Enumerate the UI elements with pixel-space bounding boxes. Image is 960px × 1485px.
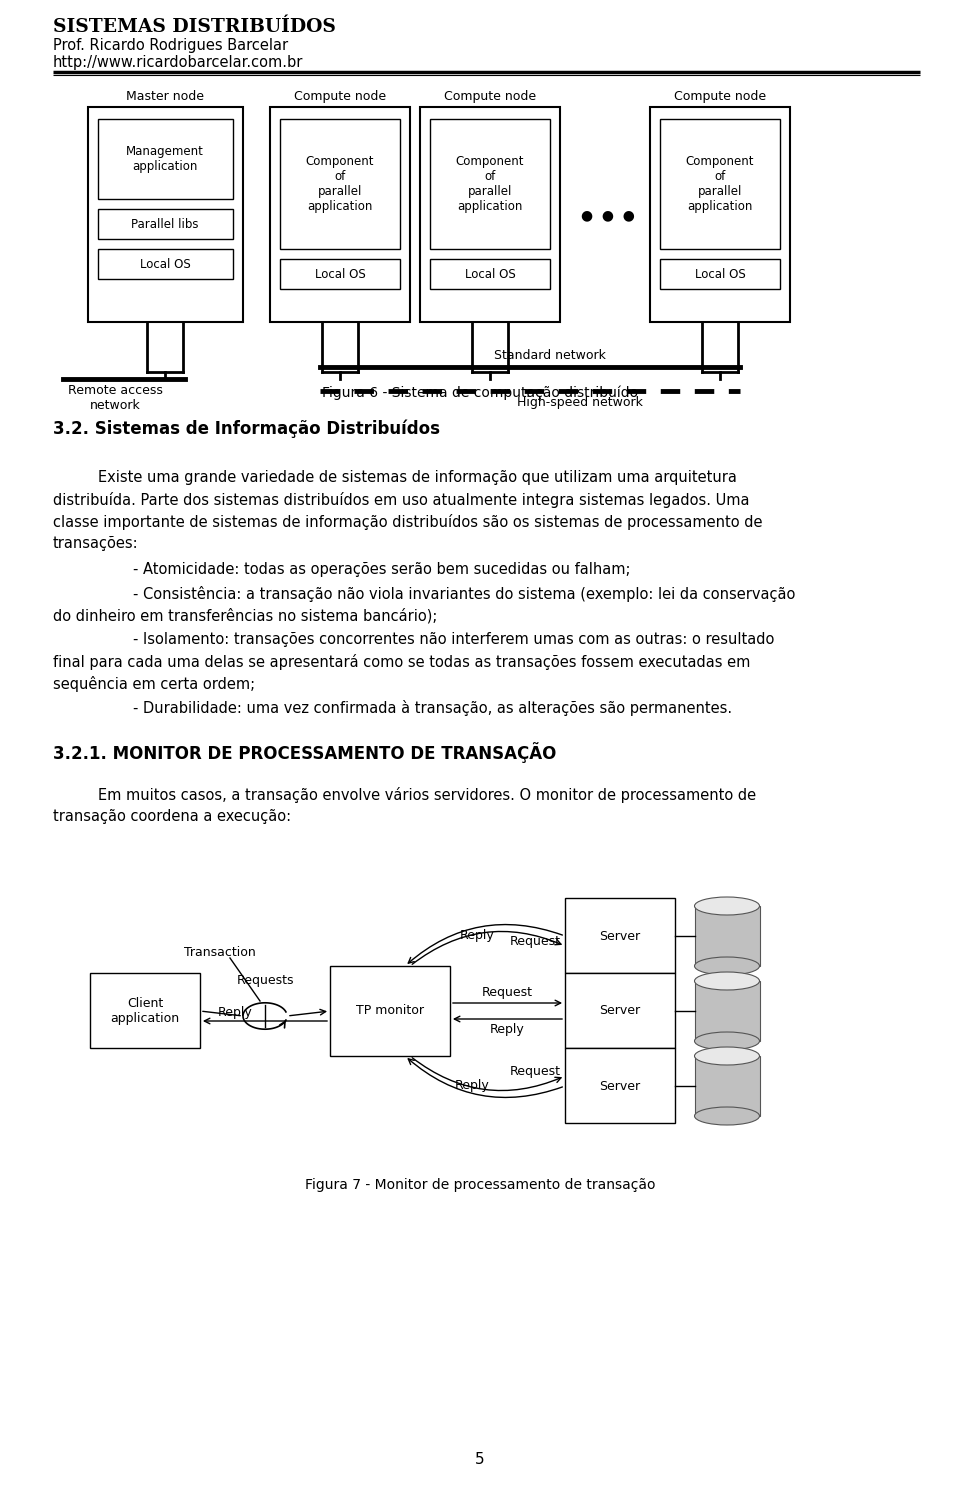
Text: - Durabilidade: uma vez confirmada à transação, as alterações são permanentes.: - Durabilidade: uma vez confirmada à tra…	[133, 699, 732, 716]
Bar	[695, 1056, 760, 1117]
Ellipse shape	[694, 1032, 759, 1050]
Text: SISTEMAS DISTRIBUÍDOS: SISTEMAS DISTRIBUÍDOS	[53, 18, 336, 36]
Ellipse shape	[694, 1106, 759, 1126]
Bar	[565, 973, 675, 1048]
Text: Parallel libs: Parallel libs	[132, 217, 199, 230]
Text: distribuída. Parte dos sistemas distribuídos em uso atualmente integra sistemas : distribuída. Parte dos sistemas distribu…	[53, 492, 750, 508]
Ellipse shape	[694, 1047, 759, 1065]
Text: Prof. Ricardo Rodrigues Barcelar: Prof. Ricardo Rodrigues Barcelar	[53, 39, 288, 53]
Text: 5: 5	[475, 1452, 485, 1467]
Bar	[98, 209, 233, 239]
Text: classe importante de sistemas de informação distribuídos são os sistemas de proc: classe importante de sistemas de informa…	[53, 514, 762, 530]
Text: Component
of
parallel
application: Component of parallel application	[685, 154, 755, 212]
Text: Reply: Reply	[455, 1080, 490, 1093]
Text: Local OS: Local OS	[315, 267, 366, 281]
Text: Request: Request	[482, 986, 533, 999]
Bar	[88, 107, 243, 322]
Bar	[420, 107, 560, 322]
Text: TP monitor: TP monitor	[356, 1004, 424, 1017]
Text: Reply: Reply	[490, 1023, 524, 1037]
Bar	[650, 107, 790, 322]
Text: Component
of
parallel
application: Component of parallel application	[456, 154, 524, 212]
Text: - Consistência: a transação não viola invariantes do sistema (exemplo: lei da co: - Consistência: a transação não viola in…	[133, 587, 796, 601]
Text: Transaction: Transaction	[184, 946, 256, 959]
Bar	[430, 258, 550, 290]
Text: Management
application: Management application	[126, 146, 204, 172]
Bar	[98, 119, 233, 199]
Text: 3.2. Sistemas de Informação Distribuídos: 3.2. Sistemas de Informação Distribuídos	[53, 420, 440, 438]
Text: Request: Request	[510, 934, 561, 947]
Text: Standard network: Standard network	[494, 349, 606, 362]
Text: final para cada uma delas se apresentará como se todas as transações fossem exec: final para cada uma delas se apresentará…	[53, 653, 751, 670]
Bar	[280, 119, 400, 249]
Ellipse shape	[694, 973, 759, 990]
Text: Component
of
parallel
application: Component of parallel application	[305, 154, 374, 212]
Text: Existe uma grande variedade de sistemas de informação que utilizam uma arquitetu: Existe uma grande variedade de sistemas …	[98, 469, 737, 486]
Text: Local OS: Local OS	[465, 267, 516, 281]
Text: sequência em certa ordem;: sequência em certa ordem;	[53, 676, 255, 692]
Text: High-speed network: High-speed network	[517, 396, 643, 408]
Ellipse shape	[694, 897, 759, 915]
Text: http://www.ricardobarcelar.com.br: http://www.ricardobarcelar.com.br	[53, 55, 303, 70]
Text: ●  ●  ●: ● ● ●	[581, 208, 635, 221]
Text: Compute node: Compute node	[674, 91, 766, 102]
Bar	[695, 906, 760, 967]
Bar	[330, 967, 450, 1056]
Bar	[270, 107, 410, 322]
Text: transações:: transações:	[53, 536, 138, 551]
Text: Reply: Reply	[460, 930, 494, 943]
Text: transação coordena a execução:: transação coordena a execução:	[53, 809, 291, 824]
Text: 3.2.1. MONITOR DE PROCESSAMENTO DE TRANSAÇÃO: 3.2.1. MONITOR DE PROCESSAMENTO DE TRANS…	[53, 742, 557, 763]
Text: Em muitos casos, a transação envolve vários servidores. O monitor de processamen: Em muitos casos, a transação envolve vár…	[98, 787, 756, 803]
Text: Client
application: Client application	[110, 996, 180, 1025]
Text: Compute node: Compute node	[294, 91, 386, 102]
Text: Request: Request	[510, 1065, 561, 1078]
Bar	[695, 982, 760, 1041]
Text: Local OS: Local OS	[695, 267, 745, 281]
Bar	[430, 119, 550, 249]
Bar	[660, 258, 780, 290]
Bar	[565, 1048, 675, 1123]
Text: - Isolamento: transações concorrentes não interferem umas com as outras: o resul: - Isolamento: transações concorrentes nã…	[133, 633, 775, 647]
Ellipse shape	[694, 956, 759, 976]
Text: Local OS: Local OS	[139, 257, 190, 270]
Text: Reply: Reply	[218, 1005, 252, 1019]
Text: Master node: Master node	[126, 91, 204, 102]
Bar	[660, 119, 780, 249]
Text: Server: Server	[599, 930, 640, 943]
Text: Figura 7 - Monitor de processamento de transação: Figura 7 - Monitor de processamento de t…	[304, 1178, 656, 1192]
Text: Server: Server	[599, 1080, 640, 1093]
Bar	[280, 258, 400, 290]
Text: do dinheiro em transferências no sistema bancário);: do dinheiro em transferências no sistema…	[53, 607, 438, 624]
Text: Compute node: Compute node	[444, 91, 536, 102]
Bar	[98, 249, 233, 279]
Text: Server: Server	[599, 1004, 640, 1017]
Text: Remote access
network: Remote access network	[67, 385, 162, 411]
Text: Requests: Requests	[236, 974, 294, 988]
Text: - Atomicidade: todas as operações serão bem sucedidas ou falham;: - Atomicidade: todas as operações serão …	[133, 561, 631, 578]
Bar	[90, 973, 200, 1048]
Bar	[565, 898, 675, 973]
Text: Figura 6 - Sistema de computação distribuído: Figura 6 - Sistema de computação distrib…	[322, 385, 638, 399]
